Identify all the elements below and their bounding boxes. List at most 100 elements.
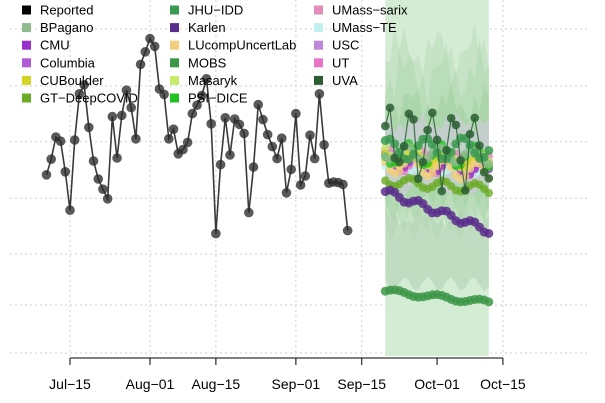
x-tick-label: Oct−01 bbox=[414, 376, 460, 392]
forecast-point bbox=[479, 167, 489, 177]
forecast-point bbox=[451, 120, 461, 130]
reported-point bbox=[220, 113, 231, 123]
legend-label: MOBS bbox=[188, 55, 227, 70]
legend-swatch bbox=[170, 5, 179, 15]
reported-point bbox=[309, 153, 320, 164]
legend-label: CUBoulder bbox=[40, 73, 104, 88]
legend-swatch bbox=[314, 58, 323, 68]
legend-label: UVA bbox=[332, 73, 358, 88]
forecast-point bbox=[380, 121, 390, 131]
reported-point bbox=[276, 133, 287, 143]
legend-swatch bbox=[314, 40, 323, 50]
forecast-point bbox=[437, 186, 447, 196]
reported-point bbox=[140, 47, 151, 57]
forecast-series bbox=[380, 103, 494, 307]
reported-point bbox=[258, 114, 268, 125]
reported-point bbox=[107, 111, 118, 122]
reported-point bbox=[135, 59, 146, 70]
forecast-point bbox=[395, 157, 404, 167]
reported-point bbox=[159, 89, 169, 100]
reported-point bbox=[342, 225, 353, 236]
reported-point bbox=[192, 100, 202, 110]
forecast-point bbox=[465, 140, 475, 150]
reported-point bbox=[248, 162, 259, 172]
forecast-point bbox=[446, 113, 456, 123]
reported-point bbox=[319, 140, 329, 150]
reported-point bbox=[121, 85, 132, 95]
forecast-point bbox=[395, 166, 404, 176]
legend-label: BPagano bbox=[40, 20, 94, 35]
forecast-point bbox=[428, 108, 437, 118]
reported-point bbox=[291, 108, 301, 119]
forecast-point bbox=[442, 146, 451, 155]
reported-point bbox=[196, 90, 207, 101]
forecast-point bbox=[456, 156, 465, 165]
forecast-point bbox=[390, 139, 400, 149]
forecast-point bbox=[460, 186, 470, 195]
reported-point bbox=[253, 99, 264, 110]
reported-point bbox=[112, 153, 122, 163]
reported-point bbox=[187, 108, 198, 119]
reported-point bbox=[239, 128, 249, 139]
reported-point bbox=[178, 144, 188, 155]
reported-point bbox=[206, 119, 216, 129]
legend-label: Reported bbox=[40, 3, 93, 18]
reported-point bbox=[272, 153, 282, 164]
legend-label: LUcompUncertLab bbox=[188, 38, 296, 53]
legend-swatch bbox=[170, 93, 179, 103]
legend: Reported BPagano CMU Columbia CUBoulder GT−De… bbox=[22, 3, 408, 106]
legend-swatch bbox=[314, 5, 323, 15]
reported-point bbox=[225, 150, 235, 160]
legend-swatch bbox=[22, 5, 31, 15]
forecast-point bbox=[418, 157, 428, 167]
x-tick-label: Sep−15 bbox=[337, 376, 386, 392]
x-tick-label: Aug−15 bbox=[192, 376, 241, 392]
forecast-point bbox=[484, 188, 494, 198]
legend-swatch bbox=[22, 75, 31, 85]
forecast-point bbox=[475, 141, 484, 150]
reported-point bbox=[84, 122, 94, 133]
forecast-point bbox=[484, 174, 494, 183]
reported-point bbox=[267, 141, 278, 152]
legend-label: GT−DeepCOVID bbox=[40, 91, 138, 106]
reported-point bbox=[164, 134, 174, 144]
reported-series bbox=[41, 33, 353, 239]
reported-point bbox=[300, 171, 311, 181]
legend-swatch bbox=[170, 58, 179, 68]
legend-label: PSI−DICE bbox=[188, 91, 248, 106]
legend-label: Masaryk bbox=[188, 73, 238, 88]
x-axis: Jul−15 Aug−01 Aug−15 Sep−01 Sep−15 Oct−01 Oct−… bbox=[49, 357, 526, 392]
forecast-point bbox=[484, 228, 494, 238]
x-tick-label: Oct−15 bbox=[480, 376, 526, 392]
forecast-point bbox=[385, 103, 395, 113]
reported-point bbox=[168, 124, 179, 134]
reported-point bbox=[338, 179, 348, 190]
x-tick-label: Jul−15 bbox=[49, 376, 91, 392]
reported-point bbox=[305, 130, 315, 140]
legend-swatch bbox=[170, 75, 179, 85]
reported-point bbox=[65, 205, 75, 215]
legend-label: Karlen bbox=[188, 20, 226, 35]
legend-swatch bbox=[22, 40, 31, 50]
legend-label: Columbia bbox=[40, 55, 96, 70]
legend-swatch bbox=[170, 40, 179, 50]
x-tick-label: Sep−01 bbox=[272, 376, 321, 392]
legend-label: USC bbox=[332, 38, 359, 53]
legend-label: UMass−TE bbox=[332, 20, 397, 35]
legend-swatch bbox=[22, 23, 31, 33]
forecast-point bbox=[428, 169, 437, 178]
reported-point bbox=[149, 41, 160, 52]
forecast-point bbox=[484, 159, 494, 169]
reported-point bbox=[314, 89, 325, 99]
reported-point bbox=[102, 194, 113, 204]
legend-label: UMass−sarix bbox=[332, 3, 408, 18]
forecast-point bbox=[441, 153, 451, 163]
legend-label: UT bbox=[332, 55, 349, 70]
forecast-point bbox=[409, 115, 418, 124]
reported-point bbox=[74, 89, 85, 99]
forecast-point bbox=[413, 174, 423, 183]
forecast-point bbox=[484, 297, 494, 307]
forecast-point bbox=[465, 164, 475, 173]
